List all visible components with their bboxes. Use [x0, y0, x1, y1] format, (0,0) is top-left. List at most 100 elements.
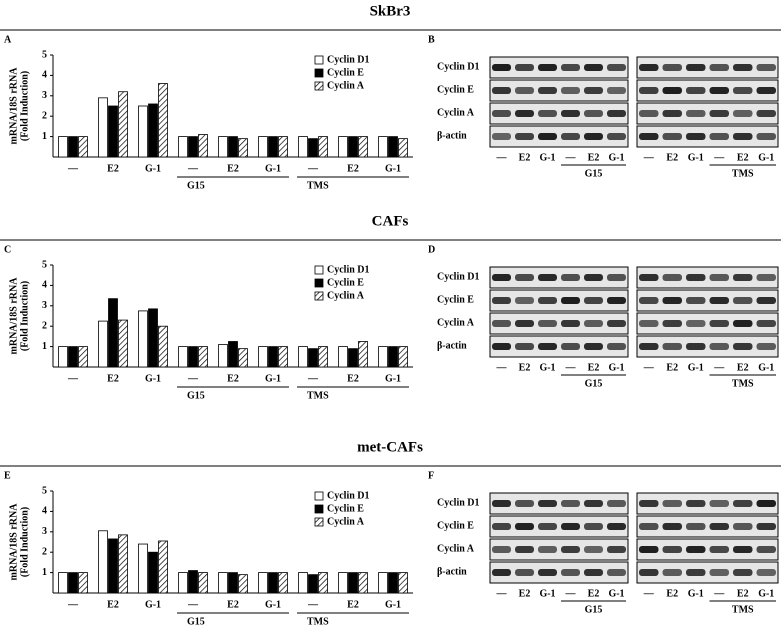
x-tick-label: E2 [227, 599, 239, 610]
blot-band [538, 569, 557, 576]
blot-band [538, 320, 557, 327]
blot-band [584, 133, 603, 140]
group-label: TMS [307, 616, 329, 627]
blot-band [686, 546, 706, 553]
y-tick-label: 3 [42, 526, 47, 537]
blot-band [662, 64, 682, 71]
blot-band [756, 297, 776, 304]
y-tick-label: 4 [42, 506, 47, 517]
x-tick-label: E2 [227, 373, 239, 384]
group-label: G15 [187, 180, 205, 191]
blot-band [709, 320, 729, 327]
blot-lane-label: E2 [666, 588, 678, 599]
blot-band [709, 343, 729, 350]
y-axis-label: mRNA/18S rRNA [8, 503, 19, 581]
bar [68, 572, 78, 594]
bar [138, 105, 148, 158]
blot-band [492, 64, 511, 71]
blot-band [607, 110, 626, 117]
x-tick-label: — [187, 163, 199, 174]
blot-lane-label: — [713, 152, 725, 163]
blot-lane-label: G-1 [539, 362, 555, 373]
legend-label: Cyclin E [327, 67, 364, 78]
bar [138, 543, 148, 594]
bar [268, 572, 278, 594]
blot-row-label: Cyclin A [437, 317, 475, 328]
legend-swatch [314, 81, 324, 91]
blot-group-label: G15 [585, 378, 603, 389]
blot-band [492, 546, 511, 553]
bar [378, 346, 388, 368]
legend-swatch [314, 491, 324, 501]
bar [338, 572, 348, 594]
blot-band [538, 297, 557, 304]
blot-band [709, 110, 729, 117]
bar [308, 574, 318, 594]
blot-lane-label: E2 [666, 362, 678, 373]
legend-swatch [314, 291, 324, 301]
blot-band [756, 64, 776, 71]
bar [268, 136, 278, 158]
blot-band [733, 274, 753, 281]
x-tick-label: G-1 [385, 373, 401, 384]
blot-band [686, 274, 706, 281]
blot-band [733, 64, 753, 71]
bar [338, 136, 348, 158]
bar [348, 136, 358, 158]
blot-band [538, 500, 557, 507]
x-tick-label: — [67, 373, 79, 384]
blot-band [756, 110, 776, 117]
bar [98, 320, 108, 368]
bar [388, 136, 398, 158]
blot-row-label: Cyclin A [437, 107, 475, 118]
blot-strip [636, 492, 779, 515]
blot-lane-label: — [496, 152, 508, 163]
blot-band [584, 87, 603, 94]
blot-band [733, 343, 753, 350]
bar [348, 572, 358, 594]
blot-band [584, 64, 603, 71]
blot-band [538, 523, 557, 530]
group-label: G15 [187, 390, 205, 401]
bar [298, 572, 308, 594]
blot-band [561, 133, 580, 140]
blot-band [607, 274, 626, 281]
bar [148, 103, 158, 158]
blot-band [492, 297, 511, 304]
panel-letter: A [4, 34, 12, 45]
blot-band [639, 87, 659, 94]
y-tick-label: 5 [42, 259, 47, 270]
blot-strip [636, 79, 779, 102]
blot-band [686, 110, 706, 117]
blot-band [662, 87, 682, 94]
bar [188, 346, 198, 368]
bar [58, 346, 68, 368]
blot-band [515, 64, 534, 71]
blot-strip [489, 102, 629, 125]
blot-band [639, 64, 659, 71]
bar [238, 138, 248, 158]
blot-band [686, 87, 706, 94]
blot-row-label: Cyclin D1 [437, 61, 480, 72]
blot-band [561, 343, 580, 350]
blot-band [733, 523, 753, 530]
blot-lane-label: — [713, 588, 725, 599]
blot-strip [636, 102, 779, 125]
bar [198, 572, 208, 594]
blot-lane-label: E2 [519, 362, 531, 373]
bar [348, 348, 358, 368]
bar [278, 136, 288, 158]
blot-group-label: TMS [732, 378, 754, 389]
x-tick-label: G-1 [145, 163, 161, 174]
bar [178, 346, 188, 368]
x-tick-label: E2 [107, 163, 119, 174]
blot-band [538, 64, 557, 71]
bar [118, 319, 128, 368]
section-title: SkBr3 [370, 3, 411, 19]
bar [58, 136, 68, 158]
blot-lane-label: G-1 [758, 152, 774, 163]
blot-lane-label: — [496, 362, 508, 373]
bar [218, 344, 228, 368]
legend-label: Cyclin E [327, 503, 364, 514]
blot-lane-label: — [643, 362, 655, 373]
